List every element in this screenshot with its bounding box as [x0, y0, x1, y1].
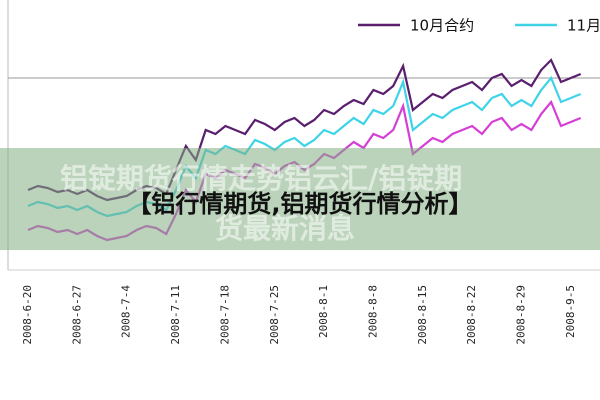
background-text: 铝锭期货行情走势铝云汇/铝锭期 [60, 162, 462, 195]
x-tick-label: 2008-8-15 [416, 285, 429, 345]
x-tick-label: 2008-8-22 [465, 285, 478, 345]
x-tick-label: 2008-7-25 [268, 285, 281, 345]
x-tick-label: 2008-8-1 [317, 285, 330, 338]
banner [0, 148, 600, 250]
x-tick-label: 2008-8-29 [515, 285, 528, 345]
x-tick-label: 2008-6-27 [70, 285, 83, 345]
x-tick-label: 2008-9-5 [564, 285, 577, 338]
legend-label: 11月 [567, 17, 600, 35]
overlay-title: 【铝行情期货,铝期货行情分析】 [127, 190, 472, 218]
x-tick-label: 2008-7-11 [169, 285, 182, 345]
x-tick-label: 2008-7-4 [120, 285, 133, 338]
x-tick-label: 2008-7-18 [218, 285, 231, 345]
x-tick-label: 2008-8-8 [366, 285, 379, 338]
x-tick-label: 2008-6-20 [21, 285, 34, 345]
legend-label: 10月合约 [410, 17, 474, 35]
background-text: 货最新消息 [215, 212, 355, 245]
